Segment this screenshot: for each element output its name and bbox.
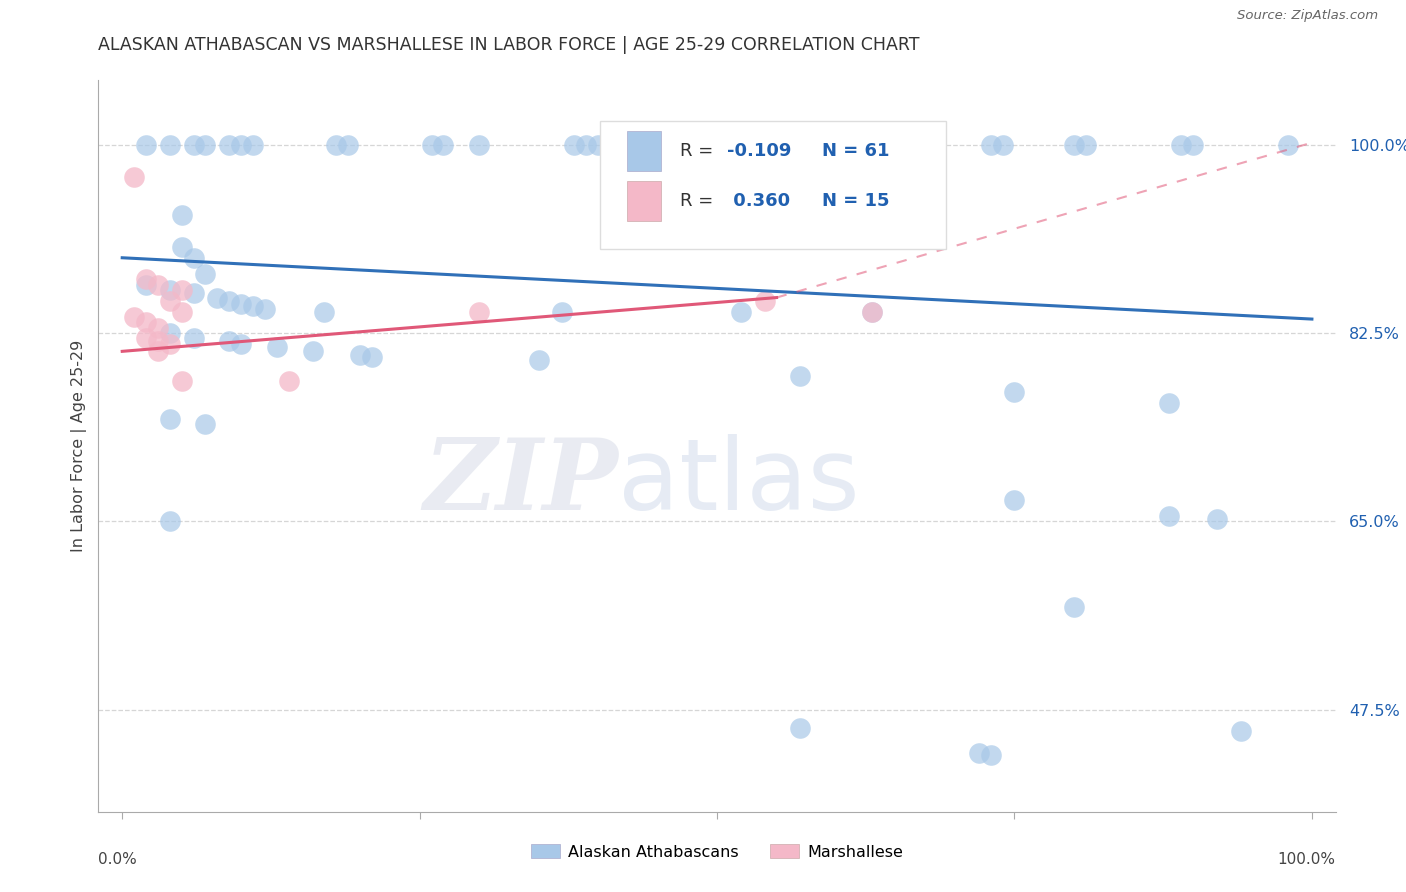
Point [562, 137, 585, 152]
Point [1277, 137, 1299, 152]
Point [122, 170, 145, 185]
Point [754, 293, 776, 308]
Point [159, 514, 181, 528]
Point [159, 336, 181, 351]
Point [159, 293, 181, 308]
Point [135, 277, 157, 292]
Point [146, 344, 169, 359]
Text: N = 61: N = 61 [823, 142, 890, 160]
Point [420, 137, 443, 152]
Point [218, 137, 240, 152]
Point [135, 137, 157, 152]
Point [468, 304, 491, 318]
Point [183, 286, 205, 301]
FancyBboxPatch shape [627, 180, 661, 221]
Point [183, 331, 205, 345]
Point [551, 304, 574, 318]
Point [1229, 724, 1251, 739]
Point [170, 304, 193, 318]
Point [967, 746, 990, 760]
Point [1159, 396, 1181, 410]
Point [1063, 600, 1085, 615]
Point [860, 137, 883, 152]
Point [1205, 512, 1227, 526]
Point [146, 320, 169, 334]
Point [207, 291, 229, 305]
Text: 100.0%: 100.0% [1278, 852, 1336, 867]
Point [218, 334, 240, 348]
Text: 0.360: 0.360 [727, 192, 790, 210]
Point [194, 417, 217, 432]
FancyBboxPatch shape [627, 130, 661, 171]
Point [1074, 137, 1097, 152]
Text: N = 15: N = 15 [823, 192, 890, 210]
Point [789, 369, 811, 384]
Point [231, 336, 253, 351]
Point [1170, 137, 1192, 152]
Point [1004, 385, 1026, 400]
Point [432, 137, 454, 152]
Point [159, 137, 181, 152]
Point [242, 299, 264, 313]
Point [194, 137, 217, 152]
Point [183, 137, 205, 152]
Text: -0.109: -0.109 [727, 142, 792, 160]
Y-axis label: In Labor Force | Age 25-29: In Labor Force | Age 25-29 [72, 340, 87, 552]
Text: ZIP: ZIP [423, 434, 619, 531]
Point [349, 348, 371, 362]
Point [159, 283, 181, 297]
Point [266, 340, 288, 354]
Point [301, 344, 323, 359]
Point [314, 304, 336, 318]
Point [741, 137, 763, 152]
Point [242, 137, 264, 152]
Point [872, 137, 894, 152]
Point [183, 251, 205, 265]
Point [146, 334, 169, 348]
Point [194, 267, 217, 281]
Point [789, 721, 811, 735]
Point [991, 137, 1014, 152]
Point [1004, 492, 1026, 507]
Point [231, 137, 253, 152]
Text: R =: R = [681, 192, 718, 210]
Point [1063, 137, 1085, 152]
Point [170, 375, 193, 389]
Text: R =: R = [681, 142, 718, 160]
Point [277, 375, 299, 389]
Point [361, 350, 384, 364]
Point [159, 326, 181, 340]
Point [122, 310, 145, 324]
Point [135, 272, 157, 286]
Point [730, 304, 752, 318]
Point [170, 283, 193, 297]
Point [1181, 137, 1204, 152]
Point [860, 304, 883, 318]
Legend: Alaskan Athabascans, Marshallese: Alaskan Athabascans, Marshallese [524, 838, 910, 866]
Point [1159, 508, 1181, 523]
Text: ALASKAN ATHABASCAN VS MARSHALLESE IN LABOR FORCE | AGE 25-29 CORRELATION CHART: ALASKAN ATHABASCAN VS MARSHALLESE IN LAB… [98, 36, 920, 54]
Point [575, 137, 598, 152]
Point [159, 412, 181, 426]
Point [468, 137, 491, 152]
Point [325, 137, 347, 152]
Point [170, 240, 193, 254]
Point [860, 304, 883, 318]
Point [135, 331, 157, 345]
Text: atlas: atlas [619, 434, 859, 531]
Point [170, 208, 193, 222]
FancyBboxPatch shape [599, 120, 946, 249]
Point [980, 137, 1002, 152]
Point [135, 315, 157, 329]
Point [337, 137, 360, 152]
Point [527, 353, 550, 368]
Point [146, 277, 169, 292]
Point [218, 293, 240, 308]
Text: Source: ZipAtlas.com: Source: ZipAtlas.com [1237, 9, 1378, 22]
Point [253, 302, 276, 317]
Text: 0.0%: 0.0% [98, 852, 138, 867]
Point [586, 137, 609, 152]
Point [980, 747, 1002, 762]
Point [231, 297, 253, 311]
